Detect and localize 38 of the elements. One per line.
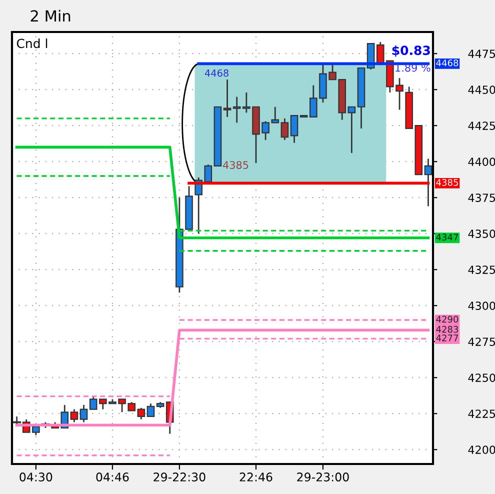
y-tick-label: 4400: [468, 158, 495, 166]
text: 4468: [436, 59, 458, 66]
series-label: 4290: [436, 316, 458, 323]
annotation: Cnd l: [16, 38, 48, 48]
x-tick-label: 29-23:00: [297, 472, 349, 482]
series-label: 4347: [436, 234, 458, 241]
candlestick: [223, 78, 232, 118]
y-tick-label: 4425: [468, 122, 495, 130]
annotation: 4385: [223, 161, 248, 169]
candlestick: [280, 118, 289, 141]
x-tick-label: 04:46: [96, 472, 129, 482]
annotation: 1.89 %: [396, 64, 430, 72]
annotation: $0.83: [392, 45, 430, 57]
candlestick: [348, 106, 356, 154]
y-tick-label: 4325: [468, 266, 495, 274]
x-tick-label: 04:30: [20, 472, 52, 482]
candlestick: [137, 407, 146, 420]
candlestick: [89, 396, 98, 410]
series-label: 4468: [204, 69, 228, 77]
y-tick-label: 4350: [468, 230, 495, 238]
x-tick-label: 29-22:30: [154, 472, 206, 482]
y-tick-label: 4450: [468, 86, 495, 94]
y-tick-label: 4225: [468, 410, 495, 418]
candlestick: [80, 404, 88, 423]
y-tick-label: 4375: [468, 194, 495, 202]
legend-label: 4283: [436, 326, 458, 333]
candlestick: [70, 408, 78, 423]
x-tick-label: 22:46: [240, 472, 272, 482]
legend-label: 4277: [436, 334, 458, 342]
y-tick-label: 4475: [468, 50, 495, 58]
y-tick-label: 4275: [468, 338, 495, 346]
series-label: 4385: [436, 178, 458, 186]
candlestick: [146, 402, 155, 418]
candlestick: [290, 114, 298, 144]
chart-title: 2 Min: [30, 10, 70, 22]
y-tick-label: 4250: [468, 374, 495, 382]
y-tick-label: 4200: [468, 446, 495, 454]
y-tick-label: 4300: [468, 302, 495, 310]
